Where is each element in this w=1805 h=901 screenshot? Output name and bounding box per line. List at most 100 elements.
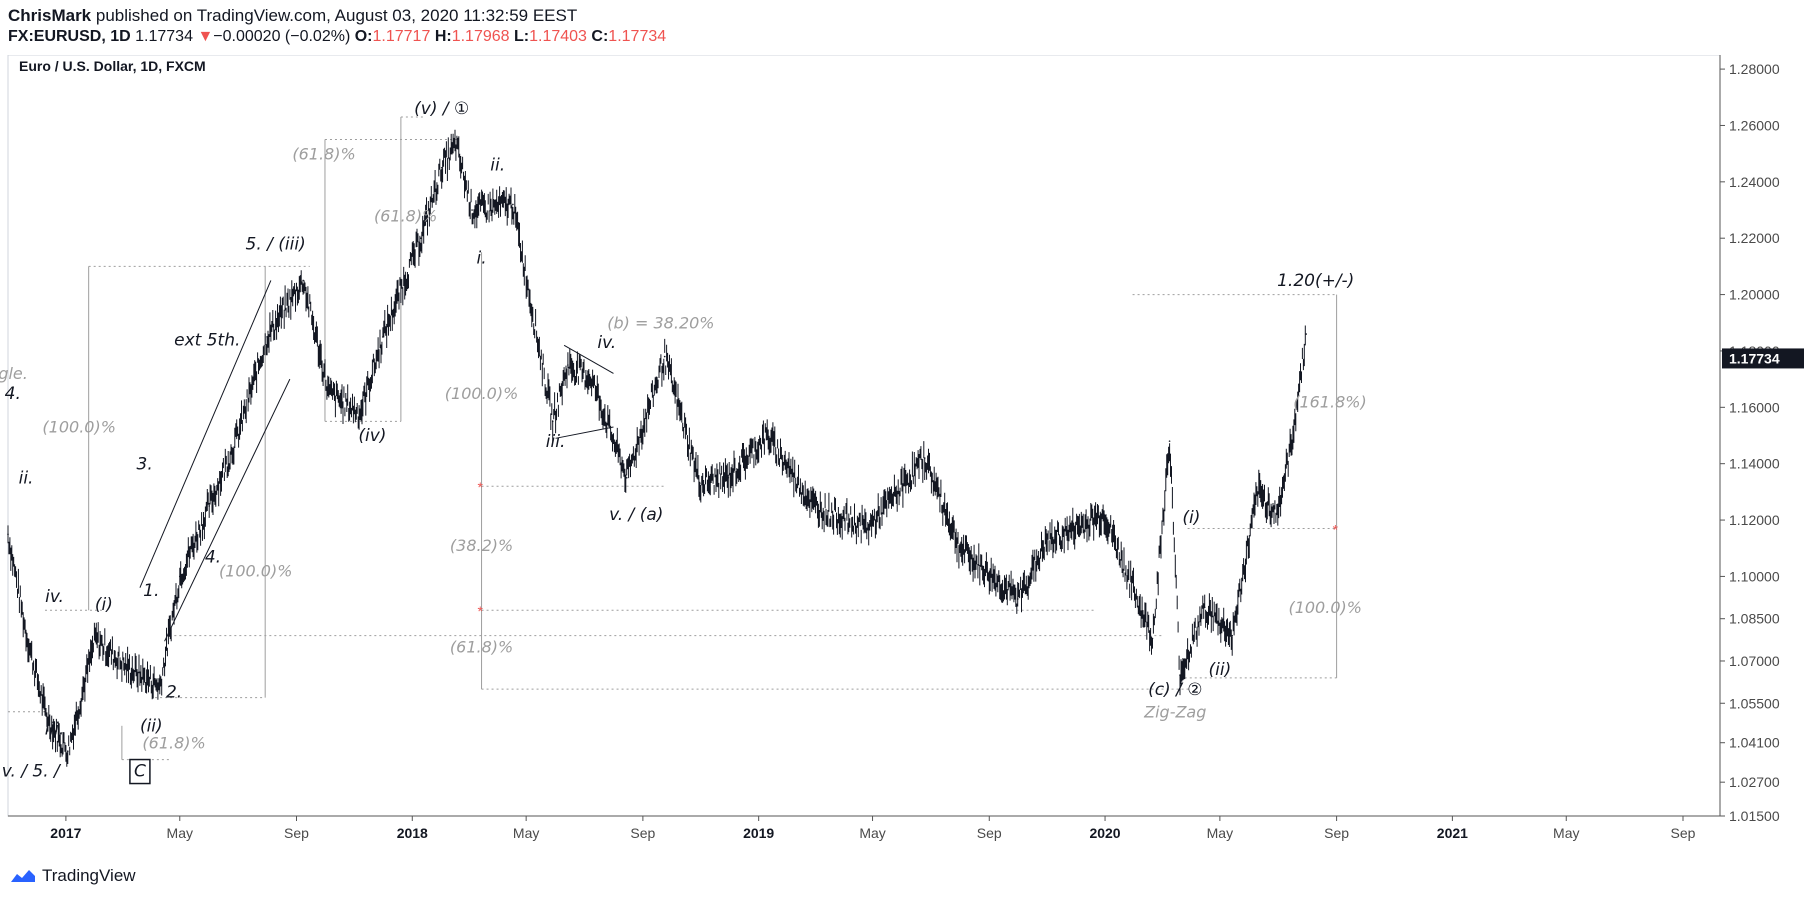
wave-label: iv. [597,333,616,353]
last-price-label: 1.17734 [1729,350,1780,366]
price-series [7,129,1308,767]
fib-marker: * [478,603,484,619]
price-point [178,575,181,578]
price-point [327,392,330,395]
price-point [766,434,769,437]
chart-title: Euro / U.S. Dollar, 1D, FXCM [19,58,206,74]
wave-label: 1. [143,581,159,601]
time-tick-label: Sep [284,825,309,841]
wave-label: 1.20(+/-) [1277,271,1354,291]
wave-label: 4. [205,547,221,567]
price-point [1103,513,1105,516]
price-point [7,533,9,535]
fib-label: (61.8)% [142,733,205,752]
time-tick-label: 2018 [397,825,428,841]
symbol-label[interactable]: FX:EURUSD, 1D [8,28,131,45]
channel-trend-line [139,280,272,588]
price-point [302,279,304,282]
wave-label: iii. [45,719,65,739]
wave-label: ext 5th. [174,330,240,350]
price-point [1290,445,1292,448]
wave-label: iii. [546,432,566,452]
price-point [1231,634,1234,637]
price-point [590,378,593,380]
high-value: 1.17968 [451,28,510,45]
price-tick-label: 1.14000 [1729,456,1780,472]
tradingview-logo-icon [11,870,35,882]
price-point [66,750,69,752]
last-price: 1.17734 [135,28,193,45]
price-point [727,476,730,479]
price-point [420,237,422,240]
price-point [94,637,97,640]
low-value: 1.17403 [529,28,587,45]
wave-label: 4. [5,384,21,404]
price-tick-label: 1.10000 [1729,568,1780,584]
wave-label: 5. / (iii) [246,234,306,254]
price-point [455,144,457,146]
change-value: −0.00020 (−0.02%) [213,28,351,45]
price-point [1168,440,1171,442]
footer-brand[interactable]: TradingView [10,866,136,886]
wave-label: ii. [490,156,505,176]
price-point [266,336,268,338]
price-point [1016,598,1019,600]
price-tick-label: 1.20000 [1729,287,1780,303]
price-tick-label: 1.24000 [1729,174,1780,190]
price-point [236,434,239,437]
wave-label: C [134,762,146,782]
price-point [866,527,869,530]
fib-label: (b) = 38.20% [607,313,714,332]
price-tick-label: 1.16000 [1729,399,1780,415]
time-tick-label: May [1553,825,1579,841]
price-point [812,505,815,507]
price-point [959,547,961,550]
price-point [159,685,161,688]
price-tick-label: 1.08500 [1729,611,1780,627]
time-tick-label: Sep [630,825,655,841]
channel-trend-line [164,378,291,642]
price-point [1203,606,1206,609]
time-tick-label: May [1207,825,1233,841]
low-label: L: [514,28,530,45]
fib-label: Zig-Zag [1143,702,1206,721]
price-point [699,482,701,485]
open-value: 1.17717 [372,28,431,45]
time-tick-label: May [859,825,885,841]
time-axis: 2017 May Sep 2018 May Sep 2019 May Sep 2020 May Sep… [50,816,1696,841]
wave-label: (v) / ① [414,99,469,119]
fib-label: (100.0)% [42,418,116,437]
price-point [512,203,514,206]
fib-label: (38.2)% [450,536,513,555]
price-tick-label: 1.04100 [1729,735,1780,751]
channel-trend-line [555,426,614,439]
price-point [1305,333,1308,335]
price-tick-label: 1.22000 [1729,230,1780,246]
last-price-tag [1722,348,1804,369]
price-point [567,364,569,366]
wave-label: ii. [19,468,34,488]
price-tick-label: 1.02700 [1729,774,1780,790]
price-point [208,505,210,507]
time-tick-label: May [513,825,539,841]
wave-label: (iv) [358,426,386,446]
wave-labels: (v) / ① ii. (61.8)% (61.8)% 5. / (iii) i. ext … [0,99,1367,785]
price-chart[interactable]: Euro / U.S. Dollar, 1D, FXCM * * * (v) / ①… [0,55,1805,855]
wave-label: v. / 5. / [2,762,62,782]
price-tick-label: 1.12000 [1729,512,1780,528]
price-point [1257,491,1259,493]
price-point [923,457,926,459]
price-tick-label: 1.01500 [1729,808,1780,824]
wave-label: (ii) [1209,660,1232,680]
price-axis: 1.280001.260001.240001.220001.200001.180… [1720,61,1804,824]
change-down-icon: ▼ [197,28,214,45]
price-point [44,710,46,713]
price-point [440,166,443,169]
author-name[interactable]: ChrisMark [8,6,92,25]
price-point [25,631,27,634]
fib-label: (100.0)% [1288,598,1362,617]
wave-label: 3. [137,454,153,474]
wave-c-box [129,758,151,785]
price-point [1276,513,1278,516]
wave-label: (i) [95,595,113,615]
